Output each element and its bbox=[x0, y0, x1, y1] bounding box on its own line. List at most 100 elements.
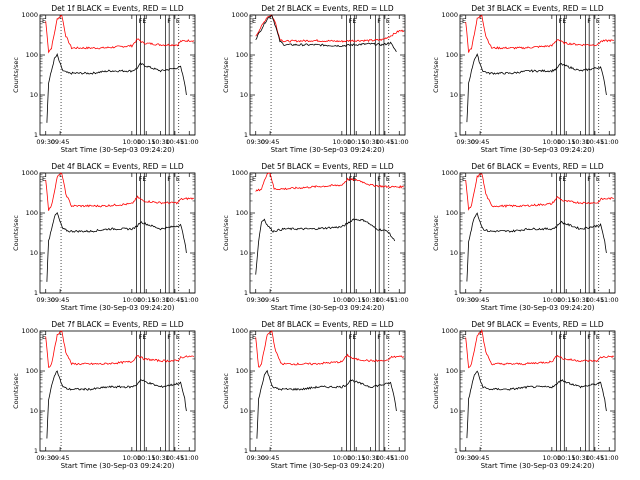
flag-label: F bbox=[377, 17, 381, 25]
panel-3: Det 3f BLACK = Events, RED = LLD 1 10 100 10… bbox=[432, 4, 619, 154]
y-tick-label: 10 bbox=[450, 91, 458, 99]
flag-label: F bbox=[349, 17, 353, 25]
flag-label: E bbox=[596, 17, 600, 25]
plot-frame bbox=[459, 172, 616, 294]
x-tick-label: 11:00 bbox=[600, 296, 619, 304]
panel-title: Det 4f BLACK = Events, RED = LLD bbox=[51, 162, 184, 171]
x-tick-label: 10:45 bbox=[166, 296, 185, 304]
x-tick-label: 11:00 bbox=[600, 454, 619, 462]
y-tick-label: 10 bbox=[450, 249, 458, 257]
y-tick-label: 1000 bbox=[441, 327, 458, 335]
panel-title: Det 1f BLACK = Events, RED = LLD bbox=[51, 4, 184, 13]
flag-label: E bbox=[42, 333, 46, 341]
y-axis-label: Counts/sec bbox=[12, 57, 20, 93]
panel-2: Det 2f BLACK = Events, RED = LLD 1 10 100 10… bbox=[222, 4, 409, 154]
x-axis-label: Start Time (30-Sep-03 09:24:20) bbox=[61, 304, 175, 312]
lld-series-line bbox=[45, 330, 195, 368]
flag-label: E bbox=[352, 175, 356, 183]
x-tick-label: 09:45 bbox=[261, 454, 280, 462]
y-tick-label: 1 bbox=[244, 447, 248, 455]
panel-title: Det 7f BLACK = Events, RED = LLD bbox=[51, 320, 184, 329]
panel-title: Det 5f BLACK = Events, RED = LLD bbox=[261, 162, 394, 171]
x-tick-label: 09:30 bbox=[36, 138, 55, 146]
flag-label: E bbox=[252, 333, 256, 341]
x-tick-label: 09:30 bbox=[36, 454, 55, 462]
y-tick-label: 10 bbox=[30, 249, 38, 257]
y-tick-label: 100 bbox=[446, 51, 458, 59]
x-tick-label: 10:15 bbox=[557, 296, 576, 304]
x-tick-label: 10:45 bbox=[166, 454, 185, 462]
flag-label: E bbox=[596, 175, 600, 183]
x-axis-label: Start Time (30-Sep-03 09:24:20) bbox=[61, 146, 175, 154]
x-tick-label: 09:45 bbox=[51, 454, 70, 462]
x-tick-label: 10:15 bbox=[137, 454, 156, 462]
lld-series-line bbox=[45, 14, 195, 54]
x-tick-label: 10:00 bbox=[542, 138, 561, 146]
flag-label: F bbox=[559, 17, 563, 25]
y-axis-label: Counts/sec bbox=[222, 373, 230, 409]
x-tick-label: 10:30 bbox=[571, 454, 590, 462]
x-tick-label: 09:45 bbox=[471, 138, 490, 146]
panel-9: Det 9f BLACK = Events, RED = LLD 1 10 100 10… bbox=[432, 320, 619, 470]
flag-label: E bbox=[252, 17, 256, 25]
panel-4: Det 4f BLACK = Events, RED = LLD 1 10 100 10… bbox=[12, 162, 199, 312]
flag-label: F bbox=[167, 175, 171, 183]
x-tick-label: 11:00 bbox=[180, 138, 199, 146]
y-tick-label: 1000 bbox=[21, 327, 38, 335]
y-tick-label: 1000 bbox=[441, 169, 458, 177]
y-tick-label: 10 bbox=[30, 407, 38, 415]
flag-label: E bbox=[142, 17, 146, 25]
panel-title: Det 2f BLACK = Events, RED = LLD bbox=[261, 4, 394, 13]
events-series-line bbox=[46, 370, 187, 439]
events-series-line bbox=[255, 14, 397, 52]
x-tick-label: 09:30 bbox=[456, 296, 475, 304]
x-axis-label: Start Time (30-Sep-03 09:24:20) bbox=[271, 146, 385, 154]
flag-label: F bbox=[167, 333, 171, 341]
flag-label: F bbox=[167, 17, 171, 25]
plot-frame bbox=[249, 172, 406, 294]
plot-frame bbox=[39, 172, 196, 294]
y-tick-label: 10 bbox=[240, 407, 248, 415]
flag-label: F bbox=[587, 333, 591, 341]
x-tick-label: 09:30 bbox=[246, 454, 265, 462]
y-tick-label: 1 bbox=[454, 447, 458, 455]
flag-label: E bbox=[352, 17, 356, 25]
x-tick-label: 10:15 bbox=[137, 138, 156, 146]
y-tick-label: 100 bbox=[446, 367, 458, 375]
flag-label: E bbox=[462, 17, 466, 25]
flag-label: E bbox=[562, 17, 566, 25]
x-tick-label: 10:00 bbox=[332, 138, 351, 146]
y-tick-label: 100 bbox=[446, 209, 458, 217]
panel-title: Det 9f BLACK = Events, RED = LLD bbox=[471, 320, 604, 329]
flag-label: E bbox=[562, 333, 566, 341]
lld-series-line bbox=[255, 330, 405, 368]
x-tick-label: 10:00 bbox=[122, 454, 141, 462]
flag-label: E bbox=[176, 175, 180, 183]
x-tick-label: 10:30 bbox=[361, 296, 380, 304]
x-axis-label: Start Time (30-Sep-03 09:24:20) bbox=[481, 146, 595, 154]
events-series-line bbox=[46, 211, 187, 282]
x-tick-label: 10:45 bbox=[376, 138, 395, 146]
flag-label: F bbox=[139, 17, 143, 25]
x-tick-label: 10:00 bbox=[332, 296, 351, 304]
y-tick-label: 1 bbox=[454, 289, 458, 297]
y-tick-label: 1000 bbox=[441, 11, 458, 19]
flag-label: E bbox=[142, 333, 146, 341]
plot-frame bbox=[39, 14, 196, 136]
y-tick-label: 100 bbox=[236, 51, 248, 59]
flag-label: E bbox=[386, 17, 390, 25]
y-axis-label: Counts/sec bbox=[432, 57, 440, 93]
y-tick-label: 1 bbox=[34, 447, 38, 455]
y-axis-label: Counts/sec bbox=[222, 215, 230, 251]
y-tick-label: 10 bbox=[30, 91, 38, 99]
x-tick-label: 10:00 bbox=[122, 138, 141, 146]
x-tick-label: 09:30 bbox=[246, 296, 265, 304]
plot-frame bbox=[39, 330, 196, 452]
y-tick-label: 10 bbox=[240, 249, 248, 257]
y-tick-label: 100 bbox=[236, 367, 248, 375]
x-tick-label: 10:45 bbox=[376, 454, 395, 462]
panel-8: Det 8f BLACK = Events, RED = LLD 1 10 100 10… bbox=[222, 320, 409, 470]
x-tick-label: 09:45 bbox=[471, 454, 490, 462]
x-axis-label: Start Time (30-Sep-03 09:24:20) bbox=[61, 462, 175, 470]
